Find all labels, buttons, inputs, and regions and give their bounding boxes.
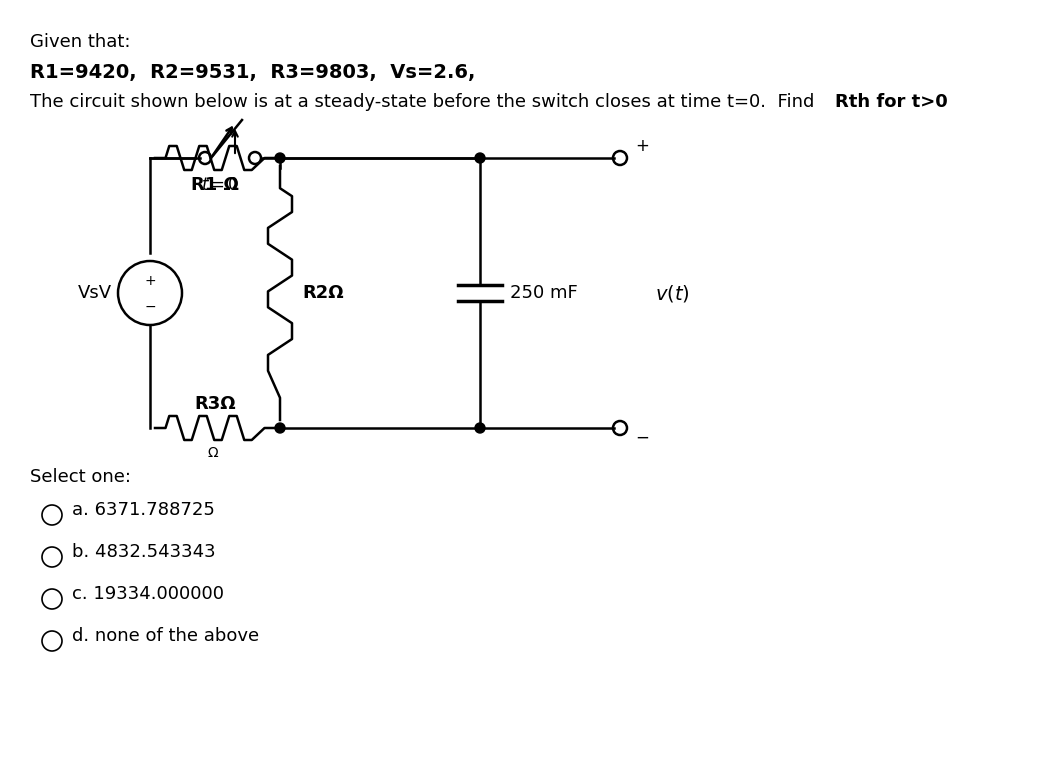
Text: The circuit shown below is at a steady-state before the switch closes at time t=: The circuit shown below is at a steady-s…	[30, 93, 821, 111]
Text: Rth for t>0: Rth for t>0	[835, 93, 947, 111]
Text: c. 19334.000000: c. 19334.000000	[72, 585, 224, 603]
Circle shape	[475, 153, 485, 163]
Text: R1=9420,  R2=9531,  R3=9803,  Vs=2.6,: R1=9420, R2=9531, R3=9803, Vs=2.6,	[30, 63, 475, 82]
Text: Ω: Ω	[208, 446, 219, 460]
Text: b. 4832.543343: b. 4832.543343	[72, 543, 215, 561]
Text: Select one:: Select one:	[30, 468, 131, 486]
Circle shape	[475, 423, 485, 433]
Circle shape	[275, 153, 285, 163]
Text: −: −	[145, 300, 156, 314]
Text: R3Ω: R3Ω	[194, 395, 235, 413]
Text: R1 Ω: R1 Ω	[191, 176, 239, 194]
Text: +: +	[635, 137, 648, 155]
Text: +: +	[145, 274, 156, 288]
Text: d. none of the above: d. none of the above	[72, 627, 259, 645]
Text: R2Ω: R2Ω	[302, 284, 343, 302]
Text: a. 6371.788725: a. 6371.788725	[72, 501, 214, 519]
Text: $v(t)$: $v(t)$	[655, 282, 690, 303]
Text: −: −	[635, 429, 648, 447]
Circle shape	[275, 423, 285, 433]
Text: $t = 0$: $t = 0$	[201, 176, 240, 194]
Text: 250 mF: 250 mF	[510, 284, 578, 302]
Text: Given that:: Given that:	[30, 33, 131, 51]
Text: VsV: VsV	[78, 284, 112, 302]
